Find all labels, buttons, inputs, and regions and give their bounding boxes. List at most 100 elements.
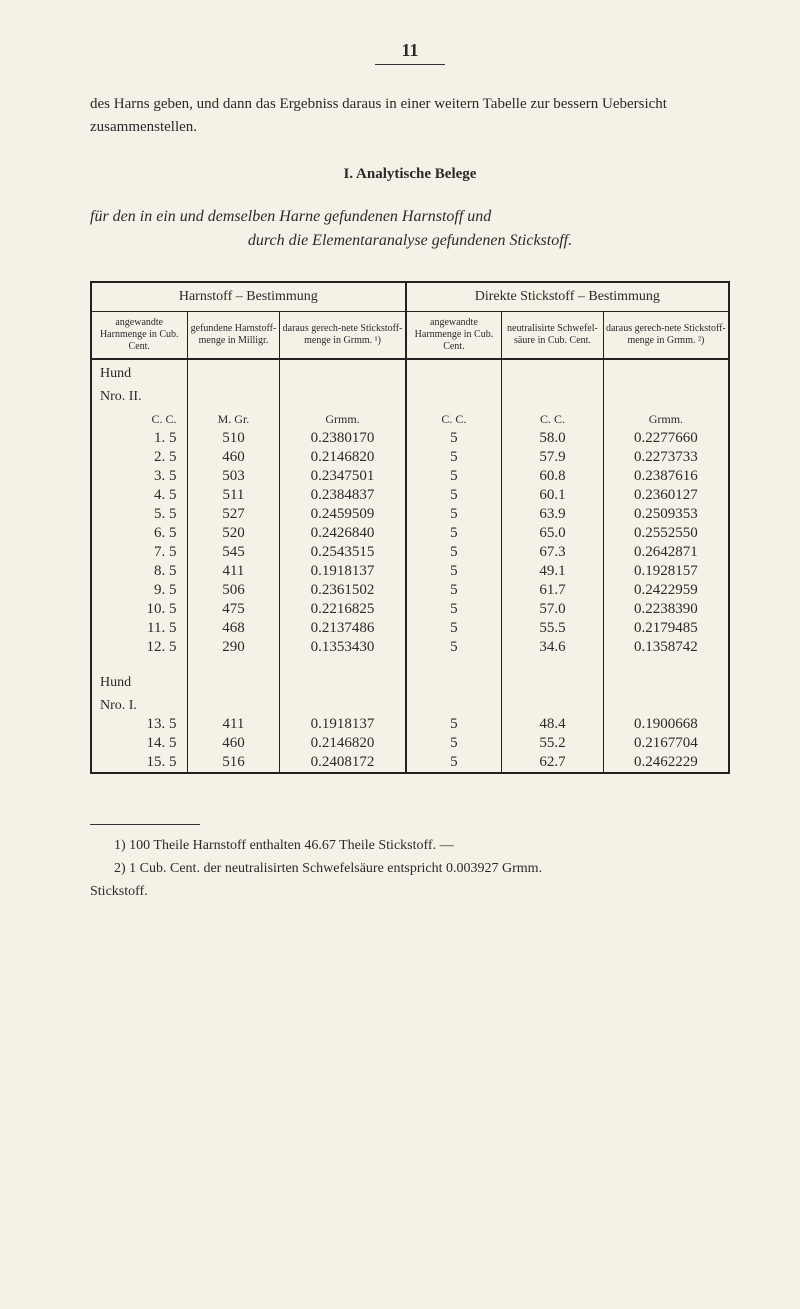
table-cell: 49.1: [502, 562, 604, 581]
sub-header-4: neutralisirte Schwefel-säure in Cub. Cen…: [502, 312, 604, 360]
table-cell: 0.2361502: [280, 581, 406, 600]
top-header-left: Harnstoff – Bestimmung: [91, 282, 406, 312]
table-cell: 57.0: [502, 600, 604, 619]
table-cell: [187, 669, 280, 692]
table-cell: 0.1353430: [280, 638, 406, 657]
table-cell: 0.2426840: [280, 524, 406, 543]
table-cell: 5: [406, 600, 502, 619]
table-sub-header-row: angewandte Harnmenge in Cub. Cent. gefun…: [91, 312, 729, 360]
table-cell: [406, 383, 502, 406]
footnote-1: 1) 100 Theile Harnstoff enthalten 46.67 …: [90, 835, 730, 856]
table-cell: 0.2380170: [280, 429, 406, 448]
table-row: 9. 55060.2361502561.70.2422959: [91, 581, 729, 600]
group-label-row: Hund: [91, 359, 729, 383]
table-cell: 14. 5: [91, 734, 187, 753]
table-cell: [502, 692, 604, 715]
table-cell: 13. 5: [91, 715, 187, 734]
table-row: 12. 52900.1353430534.60.1358742: [91, 638, 729, 657]
table-cell: 58.0: [502, 429, 604, 448]
section-heading: I. Analytische Belege: [90, 166, 730, 183]
table-row: 15. 55160.2408172562.70.2462229: [91, 753, 729, 773]
table-cell: 55.5: [502, 619, 604, 638]
footnote-2-cont: Stickstoff.: [90, 881, 730, 902]
table-cell: [280, 669, 406, 692]
table-cell: [187, 692, 280, 715]
group-label-cell: Nro. I.: [91, 692, 187, 715]
table-row: 8. 54110.1918137549.10.1928157: [91, 562, 729, 581]
table-cell: [187, 359, 280, 383]
table-cell: [280, 657, 406, 669]
table-cell: 0.2642871: [603, 543, 729, 562]
table-cell: 63.9: [502, 505, 604, 524]
table-cell: 511: [187, 486, 280, 505]
subtitle-line-1: für den in ein und demselben Harne gefun…: [90, 205, 730, 229]
table-cell: [406, 657, 502, 669]
table-cell: 545: [187, 543, 280, 562]
table-cell: 0.2216825: [280, 600, 406, 619]
table-cell: [502, 383, 604, 406]
table-cell: 0.2384837: [280, 486, 406, 505]
table-cell: 61.7: [502, 581, 604, 600]
table-cell: 62.7: [502, 753, 604, 773]
table-row: 3. 55030.2347501560.80.2387616: [91, 467, 729, 486]
table-cell: 10. 5: [91, 600, 187, 619]
table-cell: [91, 657, 187, 669]
table-cell: 65.0: [502, 524, 604, 543]
table-cell: 0.1918137: [280, 562, 406, 581]
sub-header-2: daraus gerech-nete Stickstoff-menge in G…: [280, 312, 406, 360]
table-cell: 5: [406, 753, 502, 773]
table-cell: 9. 5: [91, 581, 187, 600]
table-cell: 1. 5: [91, 429, 187, 448]
subtitle-block: für den in ein und demselben Harne gefun…: [90, 205, 730, 253]
footnotes-block: 1) 100 Theile Harnstoff enthalten 46.67 …: [90, 824, 730, 902]
table-cell: [406, 692, 502, 715]
table-cell: 0.1358742: [603, 638, 729, 657]
table-row: 1. 55100.2380170558.00.2277660: [91, 429, 729, 448]
table-cell: 510: [187, 429, 280, 448]
table-cell: 5: [406, 715, 502, 734]
table-cell: [603, 669, 729, 692]
table-cell: 0.2543515: [280, 543, 406, 562]
table-row: 7. 55450.2543515567.30.2642871: [91, 543, 729, 562]
table-cell: 3. 5: [91, 467, 187, 486]
group-label-cell: Hund: [91, 359, 187, 383]
table-cell: 0.2179485: [603, 619, 729, 638]
table-cell: 506: [187, 581, 280, 600]
table-cell: [406, 669, 502, 692]
table-body: HundNro. II.C. C.M. Gr.Grmm.C. C.C. C.Gr…: [91, 359, 729, 773]
footnote-2: 2) 1 Cub. Cent. der neutralisirten Schwe…: [90, 858, 730, 879]
table-cell: [280, 359, 406, 383]
table-cell: 5: [406, 448, 502, 467]
table-cell: 0.2387616: [603, 467, 729, 486]
table-cell: 6. 5: [91, 524, 187, 543]
table-cell: 0.1928157: [603, 562, 729, 581]
data-table: Harnstoff – Bestimmung Direkte Stickstof…: [90, 281, 730, 774]
table-cell: 0.2146820: [280, 448, 406, 467]
table-cell: 460: [187, 734, 280, 753]
table-cell: 5: [406, 467, 502, 486]
table-cell: 0.2462229: [603, 753, 729, 773]
table-row: 11. 54680.2137486555.50.2179485: [91, 619, 729, 638]
table-row: 14. 54600.2146820555.20.2167704: [91, 734, 729, 753]
spacer-row: [91, 657, 729, 669]
table-cell: 0.2459509: [280, 505, 406, 524]
table-cell: 527: [187, 505, 280, 524]
sub-header-0: angewandte Harnmenge in Cub. Cent.: [91, 312, 187, 360]
table-cell: 516: [187, 753, 280, 773]
table-cell: 5: [406, 543, 502, 562]
table-cell: 60.8: [502, 467, 604, 486]
table-cell: C. C.: [91, 406, 187, 429]
table-cell: 12. 5: [91, 638, 187, 657]
table-cell: [280, 692, 406, 715]
table-cell: 0.2273733: [603, 448, 729, 467]
table-cell: 468: [187, 619, 280, 638]
table-cell: [280, 383, 406, 406]
table-cell: [406, 359, 502, 383]
table-cell: 60.1: [502, 486, 604, 505]
intro-paragraph: des Harns geben, und dann das Ergebniss …: [90, 93, 730, 138]
table-row: C. C.M. Gr.Grmm.C. C.C. C.Grmm.: [91, 406, 729, 429]
group-label-row: Nro. II.: [91, 383, 729, 406]
table-cell: 0.1918137: [280, 715, 406, 734]
table-cell: 2. 5: [91, 448, 187, 467]
page-number: 11: [90, 40, 730, 61]
